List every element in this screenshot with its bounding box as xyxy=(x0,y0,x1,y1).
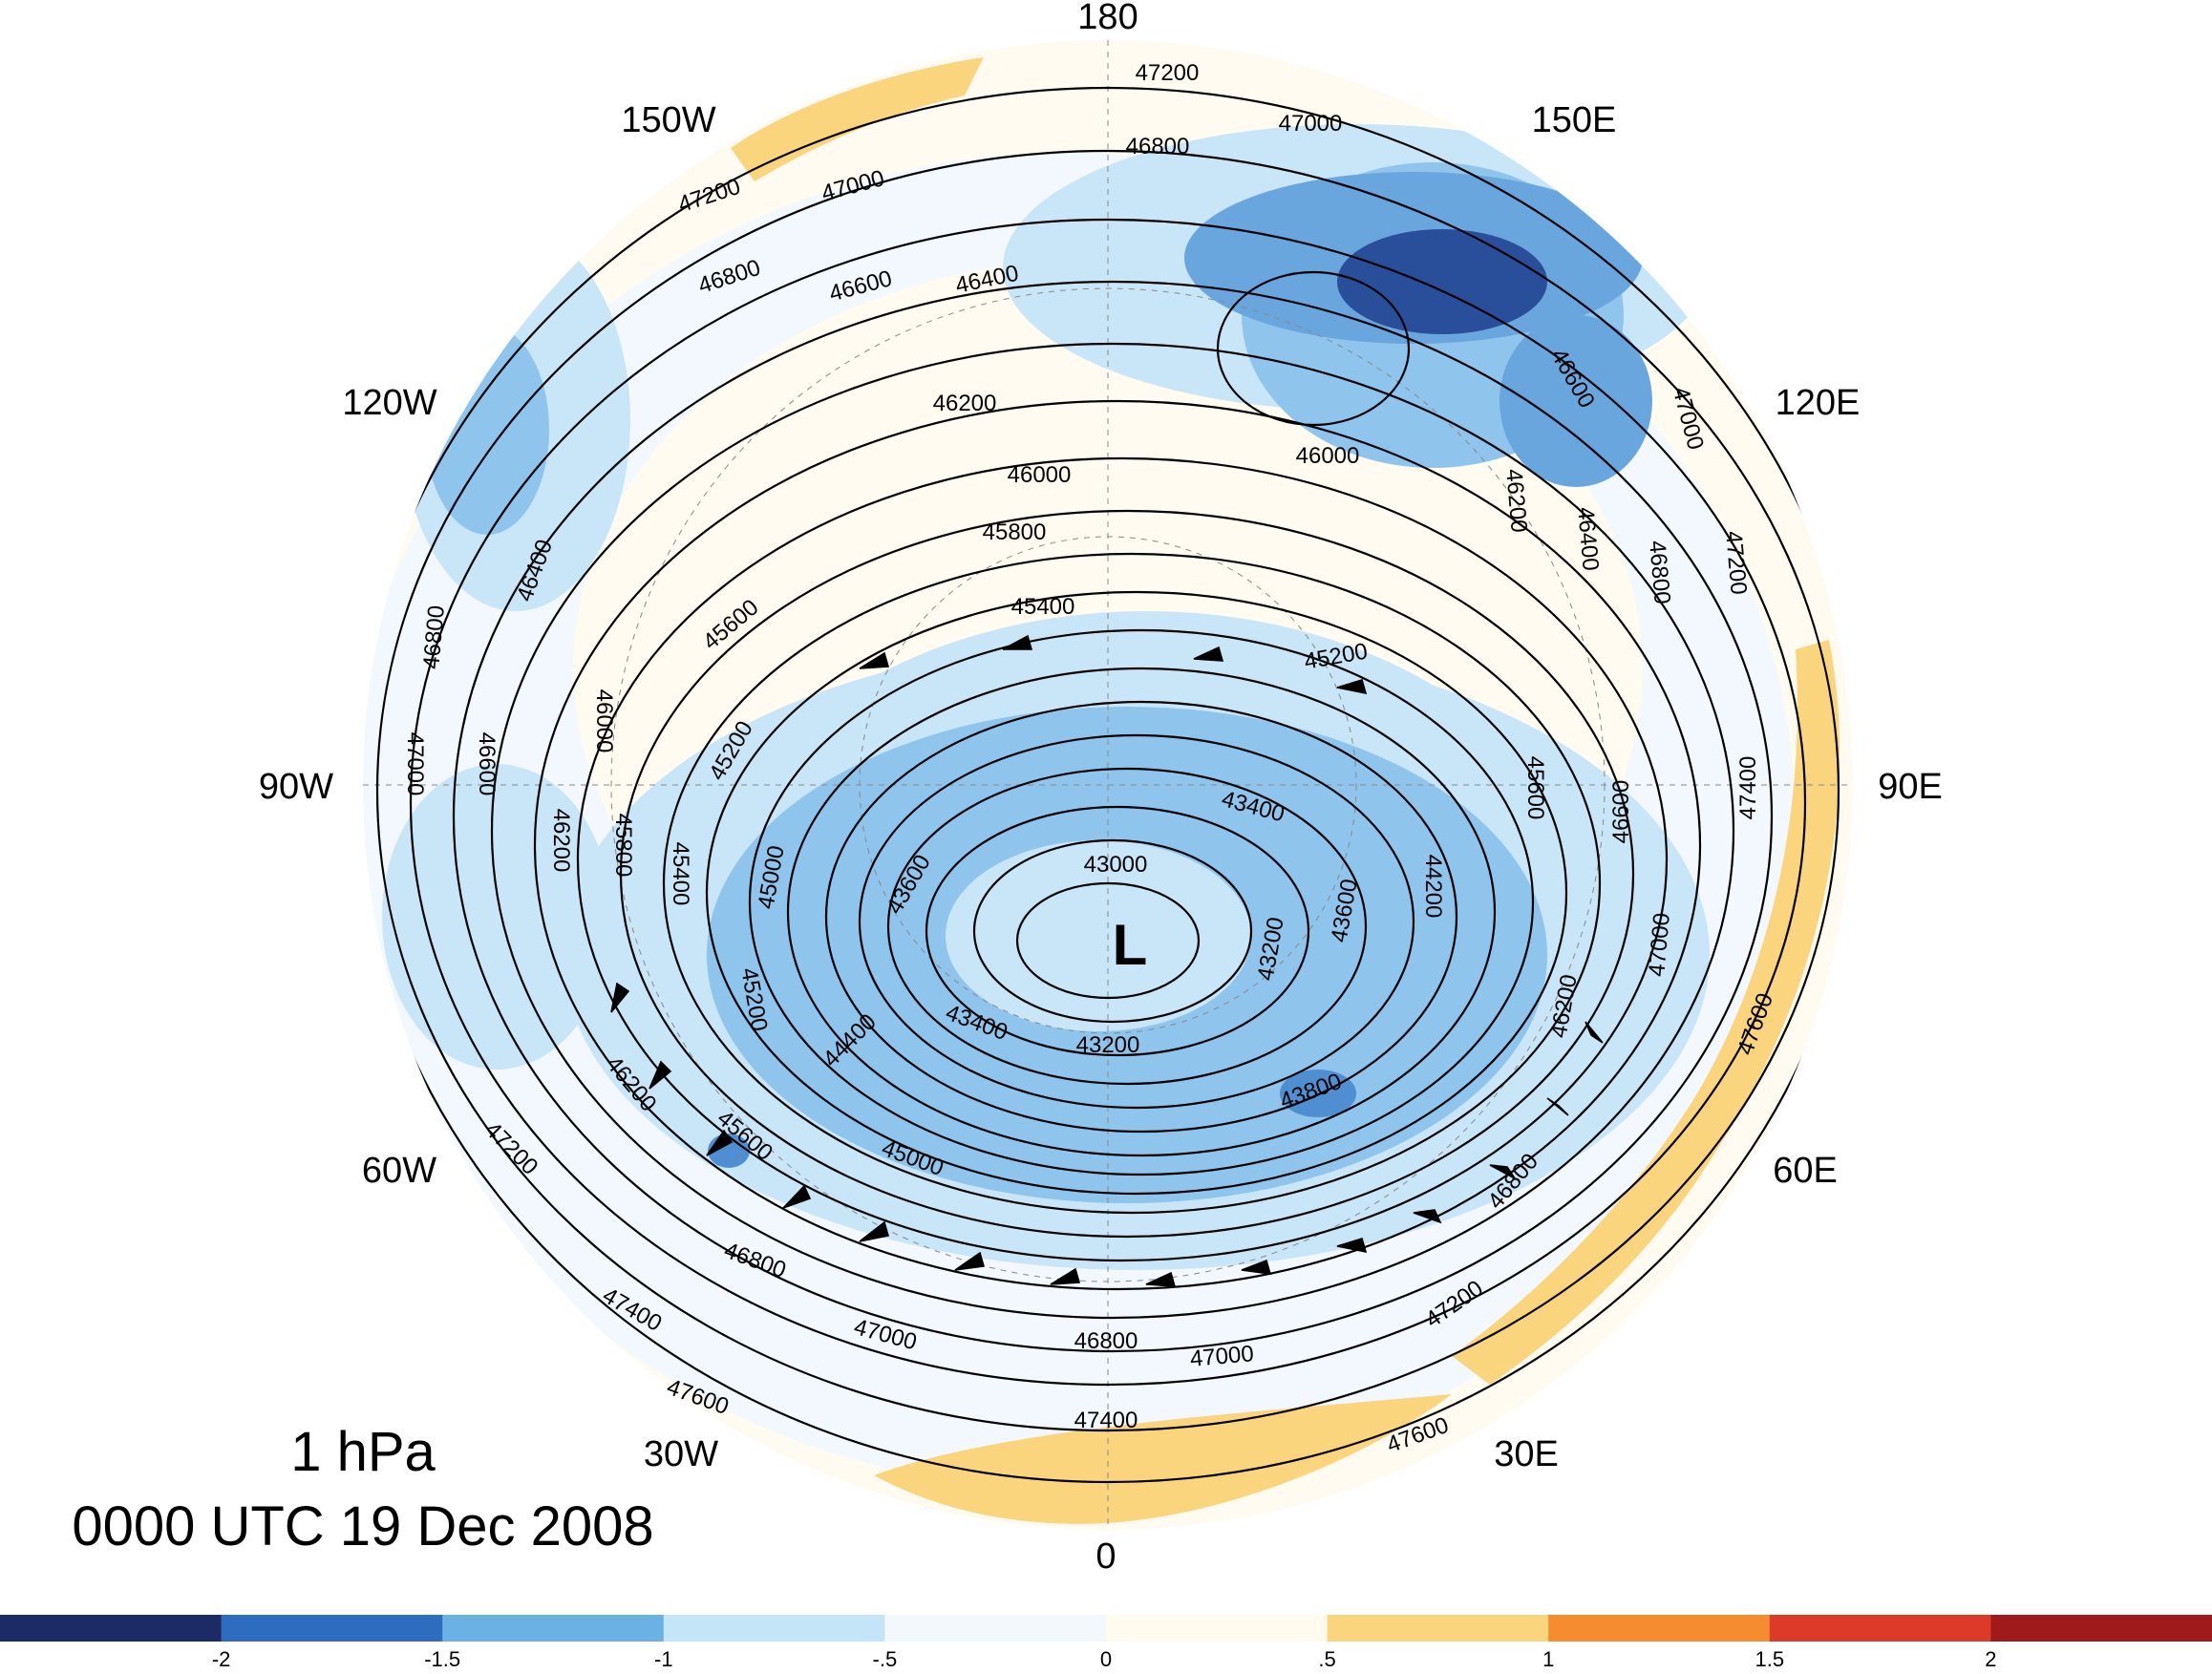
colorbar-tick-label: -1 xyxy=(654,1647,673,1671)
contour-label: 46800 xyxy=(1074,1328,1138,1354)
contour-label: 46400 xyxy=(1572,506,1604,572)
colorbar-tick-label: 0 xyxy=(1100,1647,1112,1671)
colorbar-tick-label: -.5 xyxy=(873,1647,898,1671)
contour-label: 46600 xyxy=(474,732,500,796)
contour-label: 46800 xyxy=(1126,134,1190,159)
colorbar-tick-label: -2 xyxy=(212,1647,231,1671)
lon-label-60e: 60E xyxy=(1773,1151,1838,1191)
contour-label: 45800 xyxy=(610,814,636,878)
contour-label: 46000 xyxy=(1296,443,1360,469)
low-pressure-center: L xyxy=(1113,913,1148,977)
colorbar-segment xyxy=(442,1615,665,1642)
lon-label-30e: 30E xyxy=(1494,1434,1559,1474)
colorbar-segment xyxy=(1106,1615,1329,1642)
contour-label: 46000 xyxy=(591,689,617,753)
colorbar-segment xyxy=(663,1615,885,1642)
lon-label-30w: 30W xyxy=(644,1434,718,1474)
south-positive-band xyxy=(874,1394,1452,1524)
valid-time-title: 0000 UTC 19 Dec 2008 xyxy=(72,1495,653,1557)
contour-label: 46800 xyxy=(418,604,450,670)
lon-label-90e: 90E xyxy=(1878,767,1943,807)
northeast-strong-negative xyxy=(1337,229,1547,334)
longitude-labels: 180 150E 120E 90E 60E 30E 0 30W 60W 90W … xyxy=(259,0,1943,1577)
lon-label-120e: 120E xyxy=(1776,383,1861,423)
contour-label: 43000 xyxy=(1084,852,1148,878)
colorbar-tick-label: 1 xyxy=(1542,1647,1554,1671)
colorbar-segment xyxy=(1990,1615,2212,1642)
contour-label: 45400 xyxy=(1011,594,1075,620)
contour-label: 45600 xyxy=(1522,756,1548,820)
colorbar-segment xyxy=(221,1615,443,1642)
contour-label: 45400 xyxy=(668,842,693,906)
contour-label: 45800 xyxy=(983,519,1047,545)
contour-label: 47400 xyxy=(1074,1408,1138,1433)
lon-label-150w: 150W xyxy=(621,100,715,140)
lon-label-180: 180 xyxy=(1077,0,1138,37)
contour-label: 47200 xyxy=(1720,530,1752,596)
contour-label: 46600 xyxy=(1608,780,1634,844)
west-light-negative xyxy=(425,325,549,535)
colorbar-tick-label: -1.5 xyxy=(424,1647,460,1671)
contour-label: 46200 xyxy=(548,809,574,873)
lon-label-150e: 150E xyxy=(1532,100,1617,140)
colorbar: -2 -1.5 -1 -.5 0 .5 1 1.5 2 xyxy=(0,1615,2212,1671)
colorbar-segment xyxy=(884,1615,1107,1642)
lon-label-0: 0 xyxy=(1095,1536,1116,1577)
contour-label: 46800 xyxy=(1644,540,1675,605)
contour-label: 44200 xyxy=(1420,855,1446,919)
wind-barbs xyxy=(610,634,1604,1287)
graticule xyxy=(363,40,1853,1530)
colorbar-tick-label: 1.5 xyxy=(1755,1647,1785,1671)
contour-label: 47400 xyxy=(1735,756,1761,820)
colorbar-tick-label: 2 xyxy=(1985,1647,1996,1671)
vortex-center-pale xyxy=(946,840,1251,1031)
contour-label: 47000 xyxy=(1189,1341,1255,1372)
contour-label: 47000 xyxy=(1644,912,1675,978)
lon-label-60w: 60W xyxy=(362,1151,436,1191)
contour-label: 47000 xyxy=(1279,111,1343,137)
colorbar-segment xyxy=(0,1615,223,1642)
geopotential-contours xyxy=(363,86,1853,1484)
pressure-level-title: 1 hPa xyxy=(290,1421,436,1483)
contour-label: 46200 xyxy=(933,391,997,416)
anomaly-shading xyxy=(363,40,1853,1530)
colorbar-segment xyxy=(1327,1615,1549,1642)
east-positive-band xyxy=(1452,640,1840,1385)
contour-label: 47000 xyxy=(402,732,428,796)
colorbar-tick-label: .5 xyxy=(1318,1647,1335,1671)
small-moderate-blob xyxy=(1280,1070,1356,1117)
lon-label-120w: 120W xyxy=(342,383,436,423)
west-lower-pale-negative xyxy=(382,764,611,1070)
colorbar-segment xyxy=(1548,1615,1771,1642)
contour-label: 47200 xyxy=(1136,60,1200,86)
contour-label: 46000 xyxy=(1008,462,1072,488)
east-light-negative xyxy=(1499,315,1652,487)
contour-label: 43200 xyxy=(1076,1032,1140,1058)
lon-label-90w: 90W xyxy=(259,767,333,807)
contour-label: 46200 xyxy=(1500,468,1532,534)
colorbar-segment xyxy=(1769,1615,1991,1642)
